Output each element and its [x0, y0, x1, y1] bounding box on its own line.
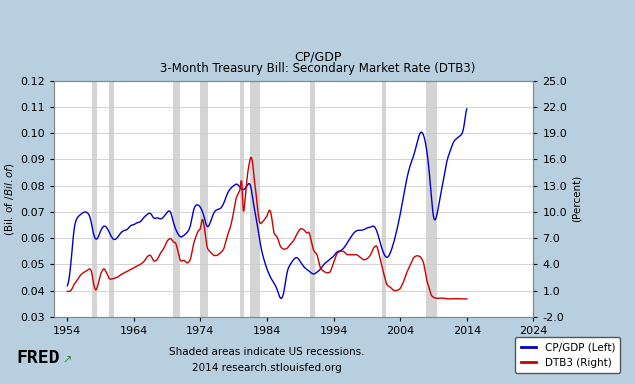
- Bar: [173, 81, 180, 317]
- Text: ↗: ↗: [62, 356, 72, 366]
- Y-axis label: (Percent): (Percent): [572, 175, 582, 222]
- Bar: [92, 81, 97, 317]
- Text: Shaded areas indicate US recessions.: Shaded areas indicate US recessions.: [169, 347, 364, 357]
- Bar: [382, 81, 386, 317]
- Bar: [200, 81, 208, 317]
- Legend: CP/GDP (Left), DTB3 (Right): CP/GDP (Left), DTB3 (Right): [516, 338, 620, 373]
- Text: FRED: FRED: [16, 349, 60, 367]
- Text: CP/GDP: CP/GDP: [294, 50, 341, 63]
- Bar: [426, 81, 437, 317]
- Y-axis label: (Bil. of $/Bil. of $): (Bil. of $/Bil. of $): [3, 162, 16, 235]
- Bar: [250, 81, 260, 317]
- Bar: [109, 81, 114, 317]
- Text: 2014 research.stlouisfed.org: 2014 research.stlouisfed.org: [192, 362, 342, 372]
- Bar: [241, 81, 244, 317]
- Bar: [311, 81, 316, 317]
- Text: 3-Month Treasury Bill: Secondary Market Rate (DTB3): 3-Month Treasury Bill: Secondary Market …: [160, 62, 475, 75]
